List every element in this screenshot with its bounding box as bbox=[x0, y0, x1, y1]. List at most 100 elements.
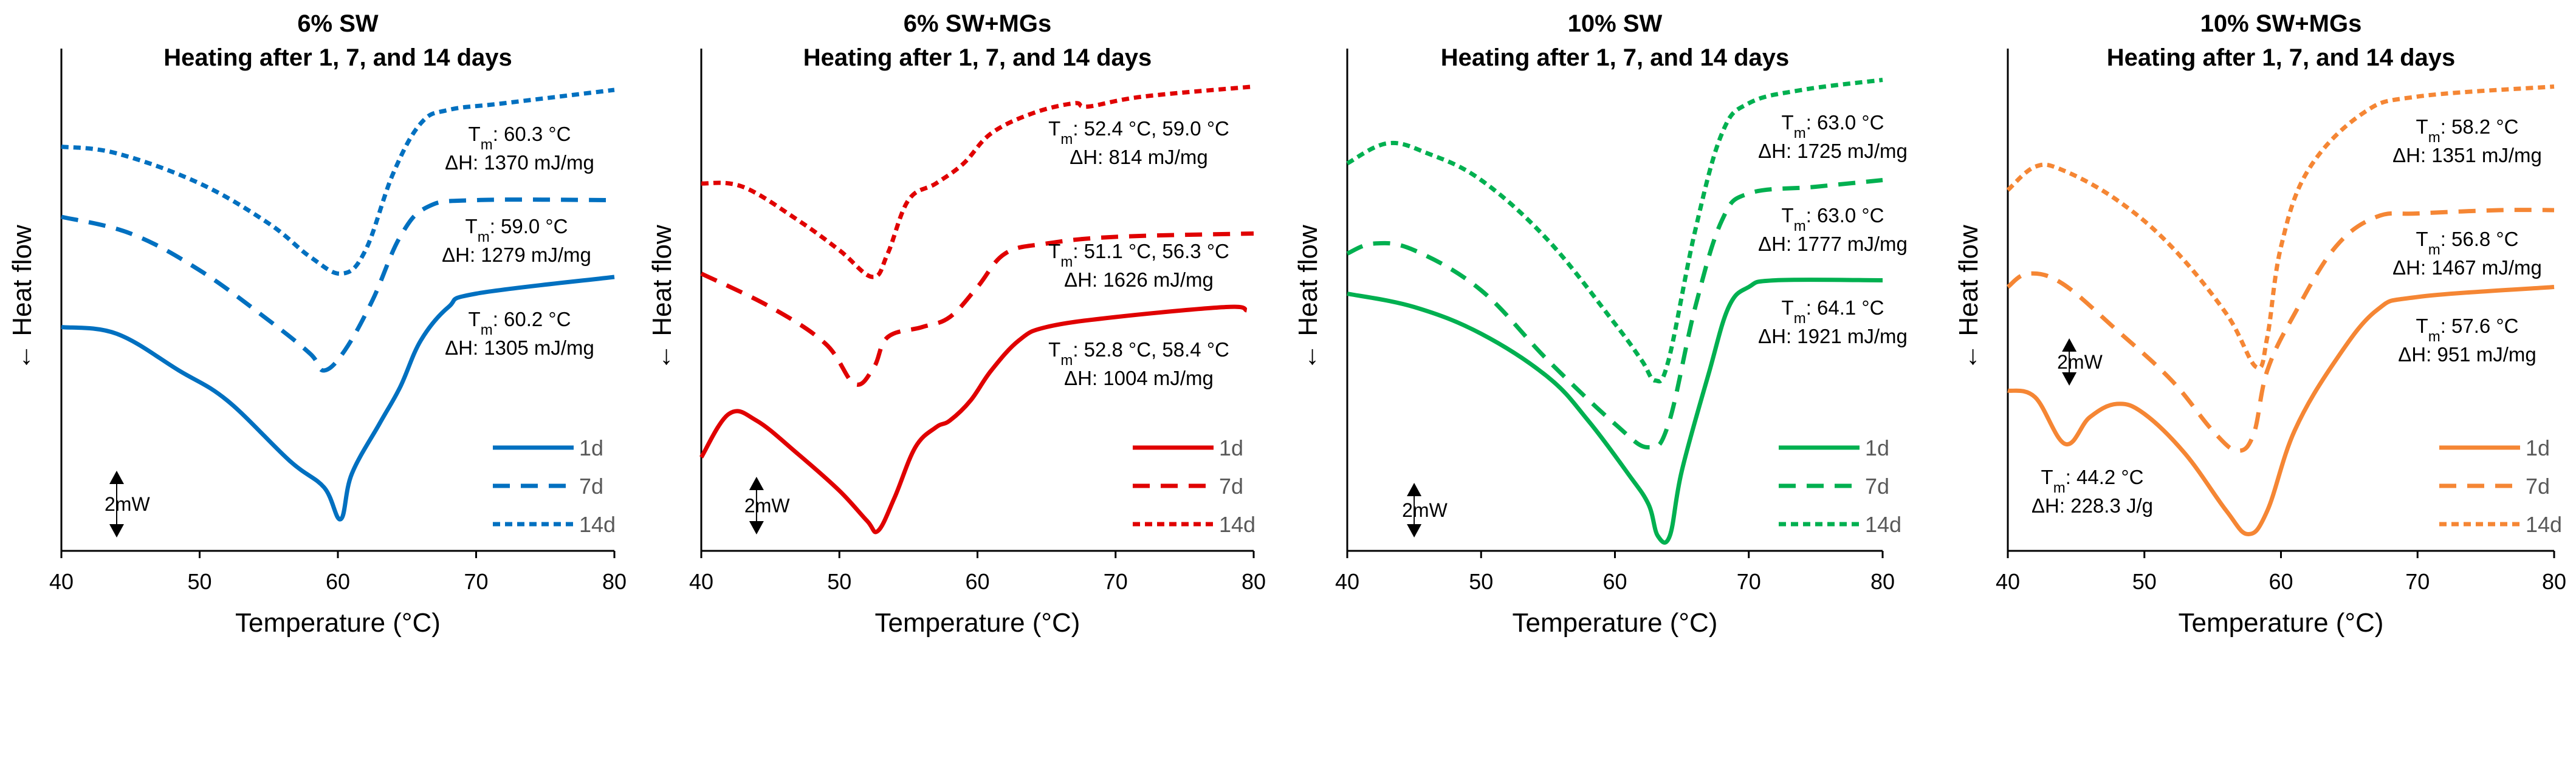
chart-subtitle: Heating after 1, 7, and 14 days bbox=[163, 44, 512, 71]
arrow-up-icon bbox=[109, 471, 124, 484]
x-tick-label: 50 bbox=[187, 569, 211, 594]
legend-label-1d: 1d bbox=[579, 435, 603, 460]
tm-prefix: T bbox=[2416, 315, 2428, 337]
series-line-7d bbox=[2006, 208, 2555, 453]
tm-prefix: T bbox=[1048, 338, 1060, 361]
tm-annotation: Tm: 60.2 °C bbox=[469, 308, 571, 338]
enthalpy-annotation: ΔH: 1351 mJ/mg bbox=[2392, 144, 2542, 166]
series-line-14d bbox=[1346, 78, 1883, 384]
chart-panel: 6% SW Heating after 1, 7, and 14 days 40 50… bbox=[7, 10, 627, 638]
tm-prefix: T bbox=[1782, 111, 1794, 134]
chart-panel: 10% SW Heating after 1, 7, and 14 days 40 5… bbox=[1293, 10, 1908, 638]
x-tick-label: 50 bbox=[1469, 569, 1493, 594]
legend-label-1d: 1d bbox=[1219, 435, 1243, 460]
y-axis-title: ← Heat flow bbox=[647, 225, 677, 370]
tm-value: 52.4 °C, 59.0 °C bbox=[1084, 117, 1229, 140]
tm-subscript: m bbox=[1794, 218, 1806, 234]
legend-label-14d: 14d bbox=[1219, 512, 1255, 537]
chart-subtitle: Heating after 1, 7, and 14 days bbox=[803, 44, 1152, 71]
tm-prefix: T bbox=[2416, 228, 2428, 250]
x-tick-label: 40 bbox=[1996, 569, 2020, 594]
tm-value: 63.0 °C bbox=[1817, 204, 1884, 227]
tm-colon: : bbox=[2066, 466, 2076, 488]
tm-prefix: T bbox=[465, 215, 478, 237]
tm-prefix: T bbox=[1782, 204, 1794, 227]
tm-subscript: m bbox=[1060, 352, 1073, 369]
arrow-down-icon bbox=[2062, 372, 2077, 386]
tm-value: 64.1 °C bbox=[1817, 296, 1884, 319]
x-axis-title: Temperature (°C) bbox=[2179, 608, 2384, 638]
legend-label-7d: 7d bbox=[2526, 474, 2550, 499]
scale-bar-label: 2mW bbox=[744, 495, 790, 517]
y-axis-title: ← Heat flow bbox=[1293, 225, 1323, 370]
arrow-down-icon bbox=[749, 521, 764, 534]
tm-colon: : bbox=[1806, 111, 1817, 134]
tm-subscript: m bbox=[1060, 131, 1073, 148]
chart-panel: 10% SW+MGs Heating after 1, 7, and 14 day… bbox=[1954, 10, 2566, 638]
legend-label-7d: 7d bbox=[1219, 474, 1243, 499]
x-axis-title: Temperature (°C) bbox=[1513, 608, 1718, 638]
tm-colon: : bbox=[1073, 240, 1084, 262]
tm-annotation: Tm: 44.2 °C bbox=[2041, 466, 2144, 496]
x-axis-title: Temperature (°C) bbox=[875, 608, 1080, 638]
series-line-1d bbox=[2007, 285, 2555, 536]
x-tick-label: 70 bbox=[2405, 569, 2430, 594]
y-axis-title: ← Heat flow bbox=[7, 225, 37, 370]
series-line-1d bbox=[1347, 278, 1883, 545]
legend-label-7d: 7d bbox=[1865, 474, 1889, 499]
chart-subtitle: Heating after 1, 7, and 14 days bbox=[2107, 44, 2456, 71]
tm-subscript: m bbox=[1060, 254, 1073, 270]
arrow-up-icon bbox=[2062, 338, 2077, 352]
x-tick-label: 80 bbox=[1242, 569, 1266, 594]
enthalpy-annotation: ΔH: 1921 mJ/mg bbox=[1758, 325, 1908, 347]
series-line-1d bbox=[699, 304, 1248, 534]
legend-label-1d: 1d bbox=[1865, 435, 1889, 460]
enthalpy-annotation: ΔH: 1004 mJ/mg bbox=[1064, 367, 1214, 389]
chart-subtitle: Heating after 1, 7, and 14 days bbox=[1441, 44, 1790, 71]
tm-subscript: m bbox=[2428, 329, 2440, 345]
tm-prefix: T bbox=[1048, 240, 1060, 262]
chart-title: 6% SW bbox=[297, 10, 379, 37]
x-tick-label: 70 bbox=[1737, 569, 1761, 594]
series-line-7d bbox=[700, 231, 1254, 387]
tm-value: 51.1 °C, 56.3 °C bbox=[1084, 240, 1229, 262]
x-tick-label: 50 bbox=[2132, 569, 2157, 594]
series-line-7d bbox=[1346, 178, 1883, 450]
chart-title: 10% SW+MGs bbox=[2200, 10, 2362, 37]
arrow-down-icon bbox=[1407, 524, 1422, 537]
legend-label-7d: 7d bbox=[579, 474, 603, 499]
scale-bar-label: 2mW bbox=[105, 493, 150, 515]
tm-annotation: Tm: 63.0 °C bbox=[1782, 204, 1884, 234]
series-line-14d bbox=[701, 84, 1254, 279]
tm-colon: : bbox=[1073, 338, 1084, 361]
tm-value: 63.0 °C bbox=[1817, 111, 1884, 134]
tm-colon: : bbox=[1806, 296, 1817, 319]
series-line-14d bbox=[61, 87, 615, 276]
tm-value: 52.8 °C, 58.4 °C bbox=[1084, 338, 1229, 361]
tm-colon: : bbox=[2440, 228, 2451, 250]
tm-subscript: m bbox=[2428, 242, 2440, 258]
tm-value: 60.3 °C bbox=[504, 123, 571, 145]
tm-annotation: Tm: 58.2 °C bbox=[2416, 115, 2519, 146]
tm-annotation: Tm: 60.3 °C bbox=[469, 123, 571, 153]
tm-annotation: Tm: 59.0 °C bbox=[465, 215, 568, 245]
x-tick-label: 80 bbox=[1870, 569, 1895, 594]
x-axis-title: Temperature (°C) bbox=[235, 608, 441, 638]
tm-subscript: m bbox=[1794, 310, 1806, 327]
x-tick-label: 40 bbox=[1335, 569, 1359, 594]
tm-colon: : bbox=[2440, 115, 2451, 138]
tm-colon: : bbox=[1073, 117, 1084, 140]
tm-annotation: Tm: 63.0 °C bbox=[1782, 111, 1884, 142]
enthalpy-annotation: ΔH: 1467 mJ/mg bbox=[2392, 256, 2542, 279]
x-tick-label: 40 bbox=[49, 569, 74, 594]
scale-bar-label: 2mW bbox=[1402, 499, 1448, 521]
tm-prefix: T bbox=[2416, 115, 2428, 138]
tm-value: 59.0 °C bbox=[501, 215, 568, 237]
tm-annotation: Tm: 56.8 °C bbox=[2416, 228, 2519, 258]
enthalpy-annotation: ΔH: 1725 mJ/mg bbox=[1758, 140, 1908, 162]
x-tick-label: 60 bbox=[326, 569, 350, 594]
tm-prefix: T bbox=[2041, 466, 2053, 488]
tm-colon: : bbox=[2440, 315, 2451, 337]
tm-value: 60.2 °C bbox=[504, 308, 571, 330]
